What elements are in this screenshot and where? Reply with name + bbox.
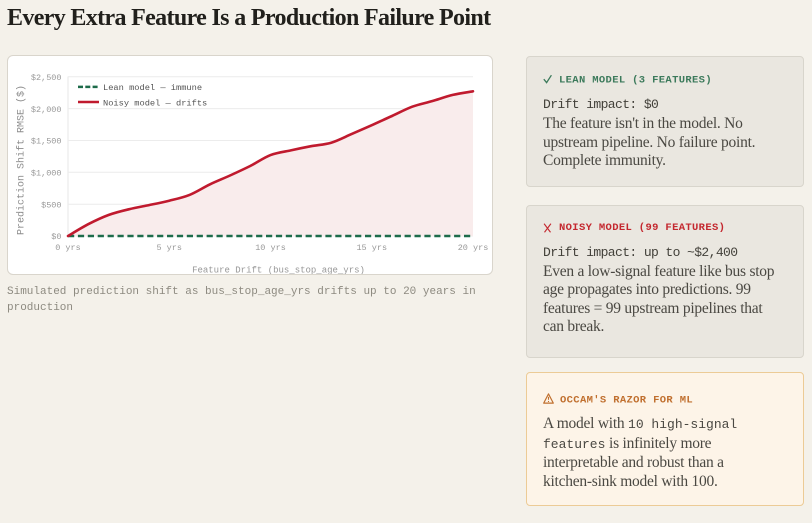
svg-text:Feature Drift (bus_stop_age_yr: Feature Drift (bus_stop_age_yrs) (192, 265, 365, 274)
svg-text:15 yrs: 15 yrs (356, 243, 387, 253)
svg-text:$0: $0 (51, 232, 61, 242)
svg-text:$2,500: $2,500 (31, 73, 62, 83)
svg-text:$500: $500 (41, 200, 61, 210)
svg-text:Prediction Shift RMSE ($): Prediction Shift RMSE ($) (16, 85, 28, 235)
svg-text:Noisy model — drifts: Noisy model — drifts (103, 98, 207, 108)
svg-text:5 yrs: 5 yrs (156, 243, 182, 253)
svg-text:$2,000: $2,000 (31, 105, 62, 115)
svg-text:20 yrs: 20 yrs (458, 243, 489, 253)
svg-text:$1,500: $1,500 (31, 137, 62, 147)
svg-text:$1,000: $1,000 (31, 169, 62, 179)
svg-text:10 yrs: 10 yrs (255, 243, 286, 253)
svg-text:Lean model — immune: Lean model — immune (103, 83, 202, 93)
svg-text:0 yrs: 0 yrs (55, 243, 81, 253)
